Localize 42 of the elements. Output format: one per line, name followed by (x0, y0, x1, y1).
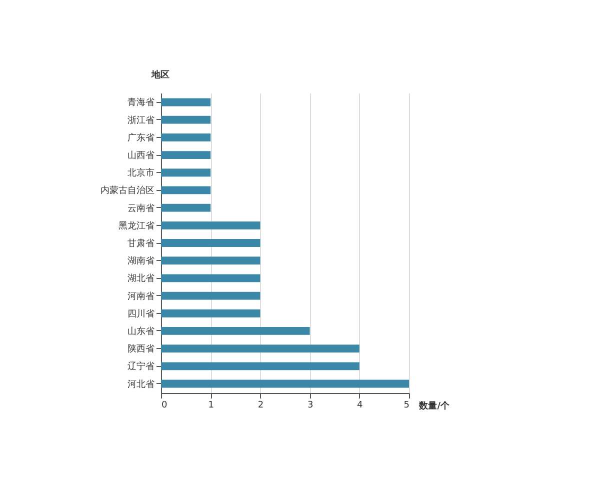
bar (161, 221, 260, 230)
x-tick-label: 0 (162, 400, 168, 410)
x-tick-label: 3 (307, 400, 314, 410)
x-tick-label: 2 (258, 400, 264, 410)
bar (161, 239, 260, 247)
y-tick-label: 内蒙古自治区 (100, 185, 154, 196)
y-tick-label: 浙江省 (128, 114, 154, 126)
x-tick-label: 4 (357, 400, 364, 410)
x-tick-label: 5 (404, 400, 410, 410)
bar (161, 362, 360, 370)
bar (161, 116, 211, 124)
y-tick-label: 云南省 (128, 202, 154, 214)
bar (161, 309, 260, 318)
x-tick-label: 1 (208, 400, 214, 410)
y-tick-label: 广东省 (128, 132, 154, 144)
bar (161, 380, 409, 388)
x-axis-title: 数量/个 (418, 400, 450, 412)
bar (161, 344, 360, 353)
bar (161, 274, 260, 282)
bar (161, 151, 211, 159)
y-axis-title: 地区 (150, 70, 170, 80)
y-tick-label: 辽宁省 (128, 361, 154, 372)
bar (161, 292, 260, 300)
bar (161, 98, 211, 106)
y-tick-label: 四川省 (128, 308, 154, 320)
y-tick-label: 甘肃省 (128, 238, 154, 249)
bar (161, 256, 260, 265)
y-tick-label: 山西省 (128, 150, 154, 162)
y-tick-label: 山东省 (128, 326, 154, 337)
y-tick-label: 湖南省 (128, 256, 154, 267)
bar (161, 186, 211, 194)
y-tick-label: 湖北省 (128, 273, 154, 284)
y-tick-label: 北京市 (128, 168, 154, 179)
bar (161, 204, 211, 212)
bar (161, 327, 310, 335)
y-tick-label: 陕西省 (128, 344, 154, 355)
y-tick-label: 河南省 (128, 290, 154, 302)
bar (161, 133, 211, 142)
y-tick-label: 青海省 (128, 97, 154, 108)
y-tick-label: 黑龙江省 (118, 220, 154, 232)
bar (161, 168, 211, 177)
y-tick-label: 河北省 (128, 378, 154, 390)
